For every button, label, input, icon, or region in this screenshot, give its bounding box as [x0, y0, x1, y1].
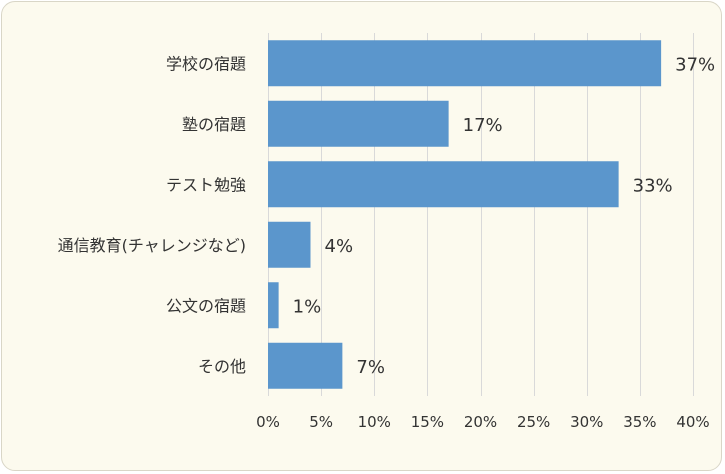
x-tick-label: 35%	[623, 413, 656, 431]
data-label: 17%	[463, 115, 503, 136]
grid-layer	[268, 33, 694, 396]
data-label: 33%	[633, 175, 673, 196]
data-label: 7%	[356, 357, 385, 378]
bar	[268, 282, 279, 329]
bar	[268, 221, 311, 268]
category-label: テスト勉強	[166, 175, 246, 194]
data-label: 4%	[325, 236, 354, 257]
x-tick-label: 25%	[517, 413, 550, 431]
bar-layer	[268, 40, 662, 389]
data-label: 1%	[293, 296, 322, 317]
label-layer: 0% 5% 10% 15% 20% 25% 30% 35% 40% 学校の宿題 37% 塾の宿題 17%…	[58, 54, 715, 431]
category-label: 通信教育(チャレンジなど)	[58, 236, 246, 255]
x-tick-label: 30%	[570, 413, 603, 431]
category-label: その他	[198, 357, 246, 376]
bar	[268, 161, 619, 208]
x-tick-label: 20%	[464, 413, 497, 431]
x-tick-label: 10%	[358, 413, 391, 431]
x-tick-label: 40%	[676, 413, 709, 431]
x-tick-label: 15%	[411, 413, 444, 431]
category-label: 学校の宿題	[166, 54, 246, 73]
data-label: 37%	[675, 54, 715, 75]
category-label: 公文の宿題	[166, 296, 246, 315]
bar	[268, 40, 662, 87]
bar	[268, 342, 343, 389]
bar	[268, 100, 449, 147]
category-label: 塾の宿題	[182, 115, 246, 134]
x-tick-label: 0%	[256, 413, 280, 431]
x-tick-label: 5%	[309, 413, 333, 431]
